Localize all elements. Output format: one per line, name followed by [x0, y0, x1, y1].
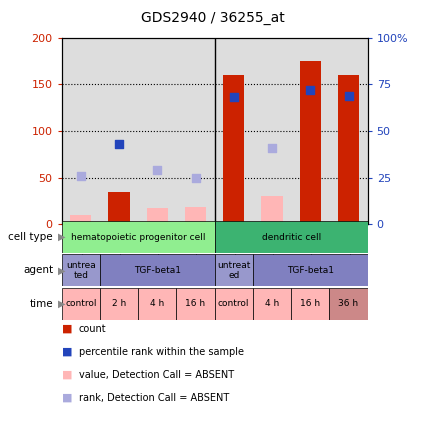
Bar — [176, 288, 215, 320]
Text: GDS2940 / 36255_at: GDS2940 / 36255_at — [141, 11, 284, 25]
Text: count: count — [79, 324, 106, 333]
Text: control: control — [218, 299, 249, 308]
Bar — [100, 288, 138, 320]
Text: ■: ■ — [62, 393, 72, 403]
Bar — [70, 215, 91, 224]
Bar — [261, 196, 283, 224]
Point — [269, 144, 275, 151]
Point — [345, 92, 352, 99]
Text: ▶: ▶ — [58, 232, 66, 242]
Bar — [147, 208, 168, 224]
Text: TGF-beta1: TGF-beta1 — [134, 266, 181, 275]
Point — [230, 94, 237, 101]
Bar — [300, 61, 321, 224]
Text: cell type: cell type — [8, 232, 53, 242]
Bar — [253, 254, 368, 286]
Text: untrea
ted: untrea ted — [66, 261, 96, 280]
Text: percentile rank within the sample: percentile rank within the sample — [79, 347, 244, 357]
Bar — [185, 207, 206, 224]
Text: 16 h: 16 h — [300, 299, 320, 308]
Text: dendritic cell: dendritic cell — [261, 233, 321, 242]
Text: 4 h: 4 h — [265, 299, 279, 308]
Text: 16 h: 16 h — [185, 299, 206, 308]
Bar — [338, 75, 359, 224]
Text: ■: ■ — [62, 347, 72, 357]
Text: 4 h: 4 h — [150, 299, 164, 308]
Text: control: control — [65, 299, 96, 308]
Text: ▶: ▶ — [58, 266, 66, 275]
Text: ▶: ▶ — [58, 299, 66, 309]
Text: untreat
ed: untreat ed — [217, 261, 250, 280]
Bar — [62, 288, 100, 320]
Text: hematopoietic progenitor cell: hematopoietic progenitor cell — [71, 233, 205, 242]
Bar — [329, 288, 368, 320]
Bar — [223, 75, 244, 224]
Text: ■: ■ — [62, 324, 72, 333]
Bar — [215, 221, 368, 253]
Bar — [223, 75, 244, 224]
Bar — [108, 192, 130, 224]
Point — [192, 174, 199, 181]
Text: time: time — [29, 299, 53, 309]
Text: value, Detection Call = ABSENT: value, Detection Call = ABSENT — [79, 370, 234, 380]
Bar — [62, 221, 215, 253]
Text: 2 h: 2 h — [112, 299, 126, 308]
Text: rank, Detection Call = ABSENT: rank, Detection Call = ABSENT — [79, 393, 229, 403]
Point — [77, 172, 84, 179]
Bar — [62, 254, 100, 286]
Text: 36 h: 36 h — [338, 299, 359, 308]
Bar — [100, 254, 215, 286]
Bar — [215, 254, 253, 286]
Text: TGF-beta1: TGF-beta1 — [287, 266, 334, 275]
Bar — [291, 288, 329, 320]
Bar — [215, 288, 253, 320]
Point — [116, 140, 122, 147]
Bar — [138, 288, 176, 320]
Bar — [108, 192, 130, 224]
Point — [307, 87, 314, 94]
Point — [154, 166, 161, 174]
Bar — [300, 61, 321, 224]
Text: agent: agent — [23, 266, 53, 275]
Bar — [253, 288, 291, 320]
Text: ■: ■ — [62, 370, 72, 380]
Bar — [338, 75, 359, 224]
